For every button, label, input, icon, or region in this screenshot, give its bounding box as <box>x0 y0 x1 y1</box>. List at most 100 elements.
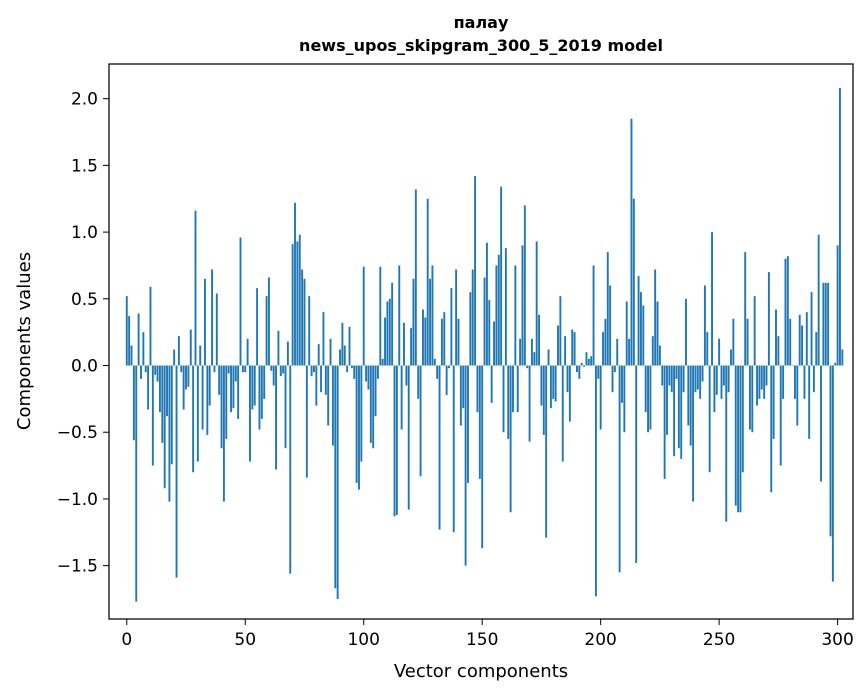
bar-component-179 <box>549 365 552 409</box>
bar-component-268 <box>760 365 763 390</box>
bar-component-251 <box>720 365 723 399</box>
bar-component-185 <box>564 336 567 366</box>
bar-component-227 <box>663 365 666 479</box>
bar-component-163 <box>512 365 514 413</box>
bar-component-109 <box>384 317 386 366</box>
x-tick-label: 200 <box>584 630 616 650</box>
bar-component-242 <box>699 365 702 399</box>
bar-component-267 <box>758 365 761 399</box>
y-axis: −1.5 −1.0 −0.5 0.0 0.5 1.0 1.5 2.0 <box>57 90 109 577</box>
chart-subtitle: news_upos_skipgram_300_5_2019 model <box>299 36 663 55</box>
bar-component-95 <box>350 365 353 369</box>
bar-component-11 <box>151 365 154 466</box>
bar-component-142 <box>462 365 465 409</box>
bar-component-156 <box>495 265 498 366</box>
bar-component-45 <box>232 365 235 409</box>
bar-component-138 <box>452 365 455 533</box>
bar-component-296 <box>827 282 830 366</box>
bar-component-27 <box>189 329 192 366</box>
bar-component-130 <box>433 358 436 366</box>
bar-component-12 <box>154 365 157 375</box>
bar-component-110 <box>386 301 389 366</box>
bar-component-174 <box>538 314 540 366</box>
bar-component-36 <box>211 269 214 366</box>
bar-component-204 <box>609 285 612 366</box>
bar-component-31 <box>199 345 202 366</box>
bar-component-252 <box>722 365 725 386</box>
bar-component-263 <box>748 365 751 430</box>
bar-component-171 <box>530 338 533 366</box>
bar-component-266 <box>756 365 758 406</box>
bar-component-125 <box>422 309 424 366</box>
bar-component-97 <box>355 365 358 483</box>
bar-component-132 <box>438 365 441 530</box>
bar-component-197 <box>592 265 595 366</box>
bar-component-19 <box>170 365 173 465</box>
bar-component-91 <box>341 322 344 366</box>
bar-component-183 <box>559 296 562 366</box>
bar-component-166 <box>519 338 522 366</box>
bar-component-172 <box>533 352 536 366</box>
bar-component-114 <box>395 365 398 515</box>
bar-component-74 <box>301 269 304 366</box>
plot-frame <box>108 63 854 620</box>
bar-component-180 <box>552 365 555 399</box>
bar-component-51 <box>246 338 249 366</box>
bar-component-274 <box>775 309 777 366</box>
bar-component-61 <box>270 365 273 371</box>
bar-component-285 <box>801 325 804 366</box>
bar-component-299 <box>834 362 837 366</box>
x-tick-label: 100 <box>347 630 379 650</box>
bar-component-33 <box>204 278 206 366</box>
bar-component-273 <box>772 365 775 439</box>
bar-component-152 <box>485 242 488 366</box>
bar-component-247 <box>711 232 713 366</box>
bar-component-47 <box>237 365 240 419</box>
bar-component-43 <box>227 365 230 374</box>
bar-component-128 <box>429 278 432 366</box>
bar-component-294 <box>822 282 825 366</box>
bar-component-253 <box>725 365 728 522</box>
bar-component-270 <box>765 365 768 386</box>
bar-component-225 <box>658 345 661 366</box>
bar-component-50 <box>244 365 247 373</box>
bar-component-259 <box>739 365 742 513</box>
bar-component-262 <box>746 318 749 366</box>
bar-component-235 <box>682 365 685 393</box>
bar-component-64 <box>277 330 280 366</box>
bar-component-229 <box>668 365 671 386</box>
bar-component-46 <box>234 365 237 382</box>
bar-component-54 <box>253 365 256 406</box>
bar-component-106 <box>376 365 379 379</box>
bar-component-203 <box>606 252 609 366</box>
bar-component-276 <box>779 365 782 466</box>
bar-component-92 <box>343 345 346 366</box>
bar-component-58 <box>263 365 266 399</box>
bar-component-186 <box>566 365 569 393</box>
bar-component-5 <box>137 313 140 366</box>
bar-component-218 <box>642 305 645 366</box>
bar-component-105 <box>374 365 377 417</box>
bar-component-10 <box>149 286 152 366</box>
bar-component-205 <box>611 365 614 393</box>
bar-component-209 <box>621 365 623 403</box>
bar-component-272 <box>770 365 773 493</box>
bar-component-6 <box>140 365 142 379</box>
bar-component-146 <box>471 269 474 366</box>
bar-component-302 <box>841 349 844 366</box>
bar-component-249 <box>715 365 718 395</box>
bar-component-25 <box>185 365 187 390</box>
bar-component-280 <box>789 318 792 366</box>
bar-component-96 <box>353 365 356 379</box>
bar-component-55 <box>256 288 259 366</box>
bar-component-73 <box>298 234 301 366</box>
bar-component-238 <box>689 365 692 446</box>
bar-component-177 <box>545 365 548 538</box>
x-tick-label: 150 <box>466 630 498 650</box>
bar-component-112 <box>391 282 394 366</box>
bar-component-298 <box>831 365 834 582</box>
y-tick-label: 0.5 <box>71 290 98 310</box>
bar-component-264 <box>751 365 754 433</box>
bar-component-182 <box>557 325 559 366</box>
bar-component-48 <box>239 237 242 366</box>
